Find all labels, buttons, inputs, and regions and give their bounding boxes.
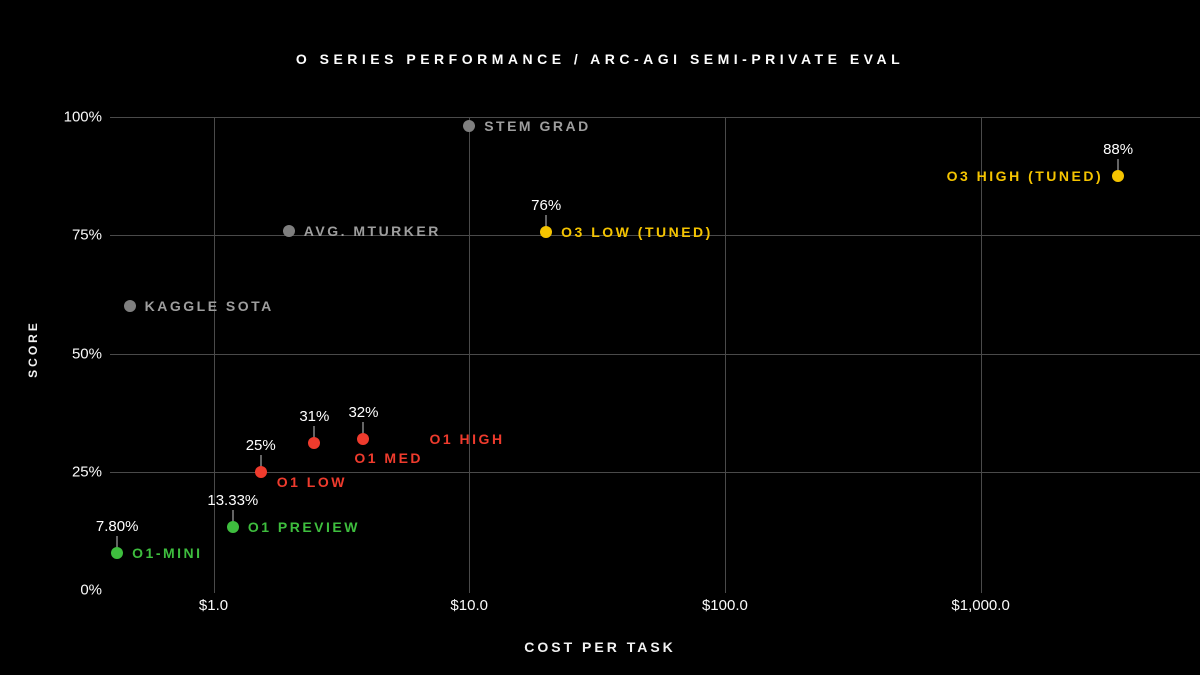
point-o3-low-tuned-stem <box>545 214 547 232</box>
chart-title: O SERIES PERFORMANCE / ARC-AGI SEMI-PRIV… <box>295 51 905 67</box>
point-o1-high-dot <box>357 432 370 445</box>
point-o1-med-dot <box>308 437 321 450</box>
point-o1-high-label: O1 HIGH <box>429 430 505 447</box>
point-avg-mturker-label: AVG. MTURKER <box>303 222 441 239</box>
x-gridline-1-0 <box>213 117 215 593</box>
point-o1-med-label: O1 MED <box>354 450 424 467</box>
point-o3-low-tuned-value: 76% <box>531 196 562 214</box>
point-o3-high-tuned-label: O3 HIGH (TUNED) <box>946 168 1104 185</box>
x-tick-label-100-0: $100.0 <box>701 597 748 614</box>
x-tick-label-10-0: $10.0 <box>450 597 488 614</box>
point-kaggle-sota-label: KAGGLE SOTA <box>144 298 274 315</box>
point-o1-preview-stem <box>232 509 234 527</box>
y-gridline-50 <box>110 353 1200 355</box>
point-o1-med-value: 31% <box>299 408 330 426</box>
point-kaggle-sota-dot <box>123 300 136 313</box>
y-gridline-25 <box>110 471 1200 473</box>
point-stem-grad-label: STEM GRAD <box>484 118 591 135</box>
x-tick-label-1-000-0: $1,000.0 <box>951 597 1010 614</box>
point-o3-low-tuned-label: O3 LOW (TUNED) <box>561 223 713 240</box>
point-o1-low-stem <box>260 454 262 472</box>
y-tick-label-0: 0% <box>80 581 102 599</box>
point-o1-mini-stem <box>116 536 118 554</box>
point-o1-med-stem <box>313 426 315 444</box>
point-o1-high-stem <box>362 421 364 439</box>
x-gridline-100-0 <box>724 117 726 593</box>
point-o3-low-tuned-dot <box>540 225 553 238</box>
y-tick-label-50: 50% <box>71 345 102 362</box>
y-gridline-100 <box>110 117 1200 118</box>
point-o3-high-tuned-dot <box>1112 170 1125 183</box>
x-axis-label: COST PER TASK <box>524 639 676 655</box>
point-o1-high-value: 32% <box>348 403 379 421</box>
point-o1-preview-label: O1 PREVIEW <box>247 518 360 535</box>
point-o1-preview-value: 13.33% <box>207 491 259 509</box>
point-stem-grad-dot <box>463 120 476 133</box>
y-tick-label-75: 75% <box>71 226 102 244</box>
point-o1-mini-dot <box>111 547 124 560</box>
x-gridline-1-000-0 <box>980 117 982 593</box>
point-o1-preview-dot <box>226 520 239 533</box>
y-gridline-75 <box>110 235 1200 237</box>
point-o1-low-dot <box>254 465 267 478</box>
y-tick-label-100: 100% <box>63 108 102 126</box>
point-o1-low-label: O1 LOW <box>276 473 347 490</box>
point-o1-mini-value: 7.80% <box>95 518 139 536</box>
point-o1-low-value: 25% <box>245 436 276 454</box>
x-gridline-10-0 <box>469 117 471 593</box>
point-o3-high-tuned-stem <box>1117 159 1119 177</box>
x-tick-label-1-0: $1.0 <box>198 597 229 614</box>
point-avg-mturker-dot <box>282 224 295 237</box>
y-tick-label-25: 25% <box>71 463 102 481</box>
point-o1-mini-label: O1-MINI <box>132 545 203 562</box>
point-o3-high-tuned-value: 88% <box>1103 141 1134 159</box>
